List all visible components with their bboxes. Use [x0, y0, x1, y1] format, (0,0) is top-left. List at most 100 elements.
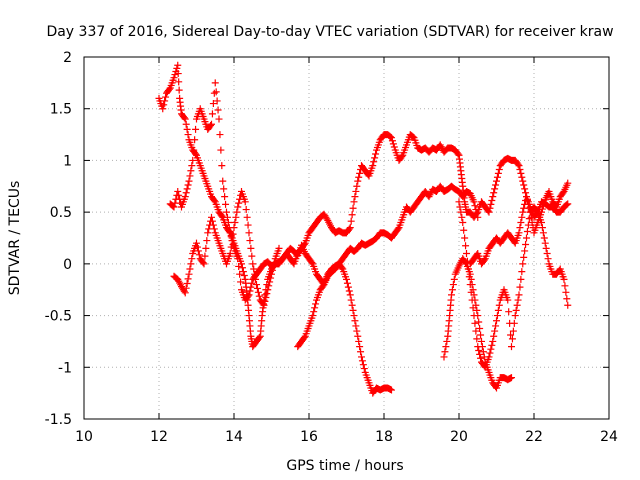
data-point-track-a [355, 173, 363, 181]
y-tick-label: 1.5 [50, 102, 72, 118]
data-point-track-b [216, 131, 224, 139]
data-point-track-f [466, 281, 474, 289]
data-point-track-a [192, 150, 200, 158]
data-point-track-c [245, 229, 253, 237]
data-point-track-f [470, 312, 478, 320]
data-point-track-b [224, 218, 232, 226]
data-point-track-c [186, 265, 194, 273]
data-point-track-c [268, 270, 275, 278]
data-point-track-b [237, 278, 245, 286]
data-point-track-c [229, 230, 237, 238]
data-point-track-g [527, 213, 535, 221]
data-point-track-a [165, 85, 173, 93]
data-point-track-c [201, 252, 209, 260]
data-point-track-f [508, 335, 516, 343]
data-point-track-f [472, 327, 480, 335]
data-point-track-c [275, 244, 283, 252]
x-tick-label: 18 [375, 429, 393, 445]
data-point-track-c [250, 265, 258, 273]
data-point-track-a [521, 185, 529, 193]
data-point-track-f [508, 343, 515, 351]
data-point-track-a [160, 101, 168, 109]
data-point-track-a [174, 70, 182, 78]
data-point-track-b [344, 283, 352, 291]
data-point-track-c [270, 259, 278, 267]
data-point-track-a [184, 131, 192, 139]
plot-frame [83, 56, 610, 420]
data-point-track-c [193, 243, 201, 251]
data-point-track-b [175, 191, 183, 199]
data-point-track-a [494, 169, 502, 177]
data-points [155, 61, 572, 397]
data-point-track-a [515, 162, 523, 170]
data-point-track-c [187, 260, 195, 268]
data-point-track-a [183, 125, 191, 133]
data-point-track-b [218, 162, 226, 170]
data-point-track-a [181, 115, 189, 123]
data-point-track-f [543, 250, 551, 258]
data-point-track-g [523, 197, 531, 205]
data-point-track-c [195, 251, 203, 259]
data-point-track-b [184, 181, 192, 189]
data-point-track-f [523, 234, 530, 242]
data-point-track-f [522, 240, 530, 248]
data-point-track-c [253, 281, 260, 289]
data-point-track-g [519, 208, 527, 216]
data-point-track-g [516, 224, 524, 232]
y-tick-label: -0.5 [45, 309, 72, 325]
data-point-track-c [261, 297, 269, 305]
data-point-track-a [174, 61, 182, 69]
y-axis-label: SDTVAR / TECUs [7, 181, 23, 296]
data-point-track-b [213, 97, 221, 105]
data-point-track-a [175, 78, 183, 86]
data-point-track-f [461, 234, 469, 242]
data-point-track-a [159, 105, 167, 113]
data-point-track-f [464, 265, 472, 273]
data-point-track-f [495, 301, 503, 309]
data-point-track-f [474, 343, 482, 351]
data-point-track-a [371, 154, 379, 162]
data-point-track-b [192, 125, 200, 133]
data-point-track-b [347, 296, 355, 304]
data-point-track-e [448, 286, 456, 294]
data-point-track-g [564, 179, 572, 187]
data-point-track-c [185, 270, 193, 278]
data-point-track-b [186, 172, 194, 180]
x-tick-label: 10 [75, 429, 93, 445]
data-point-track-f [561, 282, 569, 290]
data-point-track-a [349, 204, 357, 212]
data-point-track-c [260, 301, 268, 309]
data-point-track-a [171, 71, 179, 79]
data-point-track-e [478, 337, 485, 345]
y-tick-label: 2 [63, 50, 72, 66]
data-point-track-c [241, 198, 249, 206]
data-point-track-b [189, 156, 197, 164]
data-point-track-b [223, 208, 230, 216]
data-point-track-a [352, 187, 360, 195]
data-point-track-f [515, 291, 523, 299]
data-point-track-b [360, 365, 368, 373]
data-point-track-b [308, 259, 316, 267]
data-point-track-d [472, 206, 480, 214]
data-point-track-f [463, 250, 470, 258]
data-point-track-b [359, 361, 367, 369]
data-point-track-c [193, 239, 200, 247]
data-point-track-f [540, 234, 548, 242]
data-point-track-c [233, 208, 241, 216]
data-point-track-a [488, 197, 496, 205]
data-point-track-a [238, 264, 246, 272]
data-point-track-a [170, 74, 178, 82]
data-point-track-b [182, 189, 190, 197]
data-point-track-f [513, 301, 521, 309]
data-point-track-f [491, 327, 499, 335]
data-point-track-c [208, 213, 215, 221]
data-point-track-c [254, 288, 262, 296]
data-point-track-b [191, 136, 199, 144]
data-point-track-f [493, 317, 500, 325]
data-point-track-b [236, 270, 244, 278]
data-point-track-f [544, 255, 552, 263]
data-point-track-f [469, 304, 477, 312]
data-point-track-g [540, 199, 548, 207]
data-point-track-f [507, 331, 515, 339]
data-point-track-b [352, 322, 360, 330]
